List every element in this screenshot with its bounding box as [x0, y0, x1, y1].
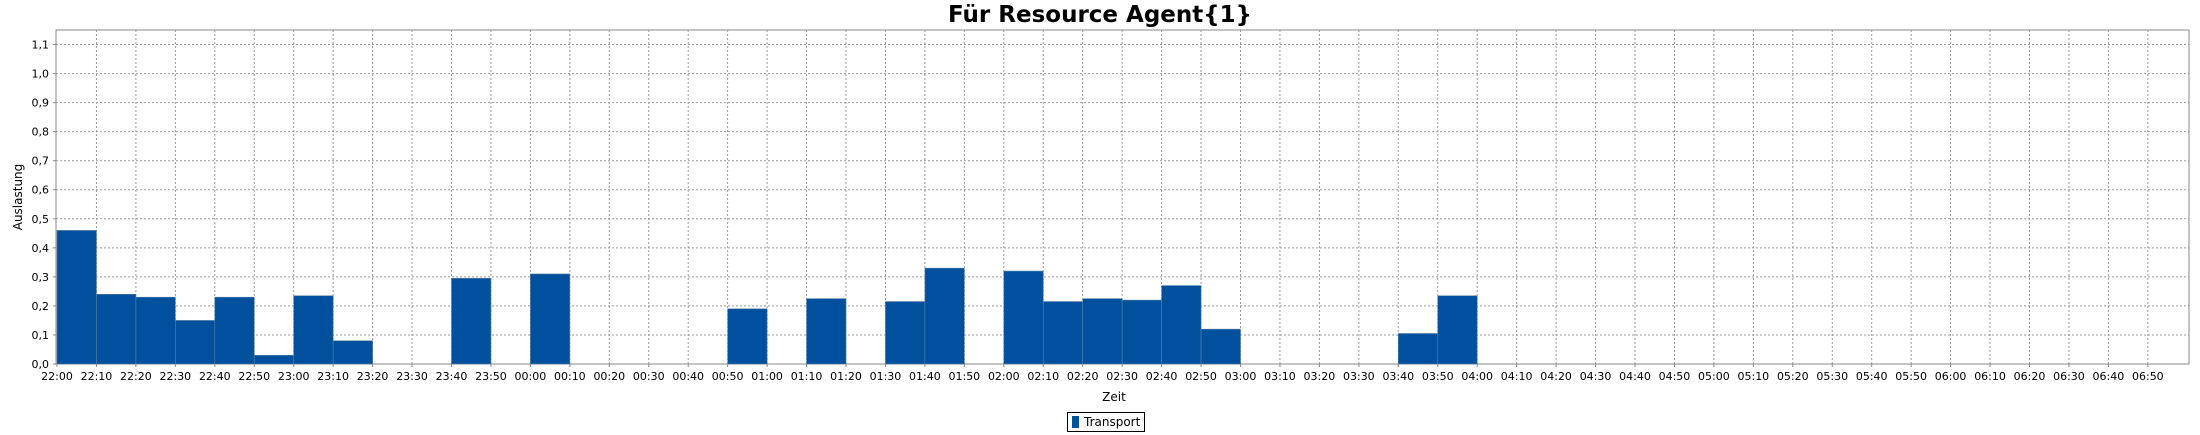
bar-0240	[1161, 285, 1202, 365]
bar-0110	[806, 298, 847, 365]
chart-title: Für Resource Agent{1}	[947, 2, 1253, 28]
x-tick-label: 00:00	[515, 370, 547, 383]
bar-0200	[1003, 270, 1044, 365]
bar-0230	[1121, 299, 1162, 365]
x-tick-label: 00:40	[672, 370, 704, 383]
x-tick-label: 06:40	[2093, 370, 2125, 383]
legend-label-transport: Transport	[1084, 415, 1141, 429]
bar-2250	[253, 354, 295, 365]
x-tick-label: 02:30	[1106, 370, 1138, 383]
bar-2200	[56, 230, 97, 365]
x-tick-label: 02:10	[1027, 370, 1059, 383]
y-axis: 0,0 0,1 0,2 0,3 0,4 0,5 0,6 0,7 0,8 0,9 1,0 1,1	[32, 39, 56, 371]
x-tick-label: 00:10	[554, 370, 586, 383]
legend: Transport	[1067, 412, 1146, 432]
x-tick-label: 23:40	[436, 370, 468, 383]
x-tick-label: 05:40	[1856, 370, 1888, 383]
x-tick-label: 01:10	[791, 370, 823, 383]
bar-0000	[530, 273, 571, 365]
y-tick-label: 0,7	[32, 155, 50, 168]
x-tick-label: 05:50	[1895, 370, 1927, 383]
x-tick-label: 03:00	[1225, 370, 1257, 383]
x-tick-label: 02:40	[1146, 370, 1178, 383]
x-tick-label: 01:20	[830, 370, 862, 383]
y-tick-label: 0,4	[32, 242, 50, 255]
x-axis-label: Zeit	[1102, 390, 1126, 404]
bar-2300	[293, 295, 334, 365]
x-tick-label: 22:50	[238, 370, 270, 383]
x-tick-label: 03:40	[1382, 370, 1414, 383]
y-tick-label: 0,5	[32, 213, 50, 226]
x-tick-label: 01:40	[909, 370, 941, 383]
x-tick-label: 00:20	[593, 370, 625, 383]
bar-2220	[135, 296, 176, 365]
x-tick-label: 03:30	[1343, 370, 1375, 383]
x-axis: 22:00 22:10 22:20 22:30 22:40 22:50 23:00 23:10…	[41, 364, 2164, 383]
x-tick-label: 00:50	[712, 370, 744, 383]
x-tick-label: 03:20	[1304, 370, 1336, 383]
x-tick-label: 23:10	[317, 370, 349, 383]
x-tick-label: 23:00	[278, 370, 310, 383]
x-tick-label: 23:30	[396, 370, 428, 383]
y-tick-label: 0,6	[32, 184, 50, 197]
y-tick-label: 0,9	[32, 97, 50, 110]
x-tick-label: 04:20	[1540, 370, 1572, 383]
x-tick-label: 06:20	[2014, 370, 2046, 383]
y-tick-label: 0,0	[32, 358, 50, 371]
y-tick-label: 1,1	[32, 39, 50, 52]
bar-series	[56, 230, 1478, 365]
x-tick-label: 23:50	[475, 370, 507, 383]
x-tick-label: 06:30	[2053, 370, 2085, 383]
bar-2310	[332, 340, 373, 365]
bar-0210	[1042, 301, 1084, 365]
y-tick-label: 0,2	[32, 300, 50, 313]
bar-0340	[1398, 333, 1439, 365]
bar-2240	[214, 296, 255, 365]
x-tick-label: 23:20	[357, 370, 389, 383]
x-tick-label: 02:50	[1185, 370, 1217, 383]
y-axis-label: Auslastung	[11, 164, 25, 231]
y-tick-label: 0,8	[32, 126, 50, 139]
bar-2340	[451, 278, 492, 365]
x-tick-label: 05:20	[1777, 370, 1809, 383]
y-tick-label: 1,0	[32, 68, 50, 81]
y-tick-label: 0,3	[32, 271, 50, 284]
bar-0220	[1082, 298, 1123, 365]
grid-lines	[56, 30, 2189, 364]
y-tick-label: 0,1	[32, 329, 50, 342]
x-tick-label: 06:10	[1974, 370, 2006, 383]
x-tick-label: 04:50	[1659, 370, 1691, 383]
x-tick-label: 22:20	[120, 370, 152, 383]
x-tick-label: 04:00	[1461, 370, 1493, 383]
bar-0250	[1200, 328, 1241, 365]
x-tick-label: 03:10	[1264, 370, 1296, 383]
x-tick-label: 04:10	[1501, 370, 1533, 383]
x-tick-label: 05:10	[1737, 370, 1769, 383]
x-tick-label: 02:20	[1067, 370, 1099, 383]
x-tick-label: 22:00	[41, 370, 73, 383]
bar-0050	[727, 308, 768, 365]
x-tick-label: 22:30	[159, 370, 191, 383]
x-tick-label: 22:40	[199, 370, 231, 383]
x-tick-label: 06:50	[2132, 370, 2164, 383]
x-tick-label: 04:30	[1580, 370, 1612, 383]
bar-0350	[1437, 295, 1478, 365]
bar-2210	[96, 293, 137, 365]
bar-0130	[885, 301, 926, 365]
x-tick-label: 01:30	[870, 370, 902, 383]
bar-2230	[175, 320, 216, 365]
x-tick-label: 05:00	[1698, 370, 1730, 383]
x-tick-label: 22:10	[81, 370, 113, 383]
x-tick-label: 03:50	[1422, 370, 1454, 383]
x-tick-label: 04:40	[1619, 370, 1651, 383]
x-tick-label: 00:30	[633, 370, 665, 383]
x-tick-label: 05:30	[1816, 370, 1848, 383]
x-tick-label: 01:50	[948, 370, 980, 383]
x-tick-label: 06:00	[1935, 370, 1967, 383]
x-tick-label: 02:00	[988, 370, 1020, 383]
x-tick-label: 01:00	[751, 370, 783, 383]
legend-swatch-transport	[1072, 416, 1079, 428]
bar-0140	[924, 267, 965, 365]
